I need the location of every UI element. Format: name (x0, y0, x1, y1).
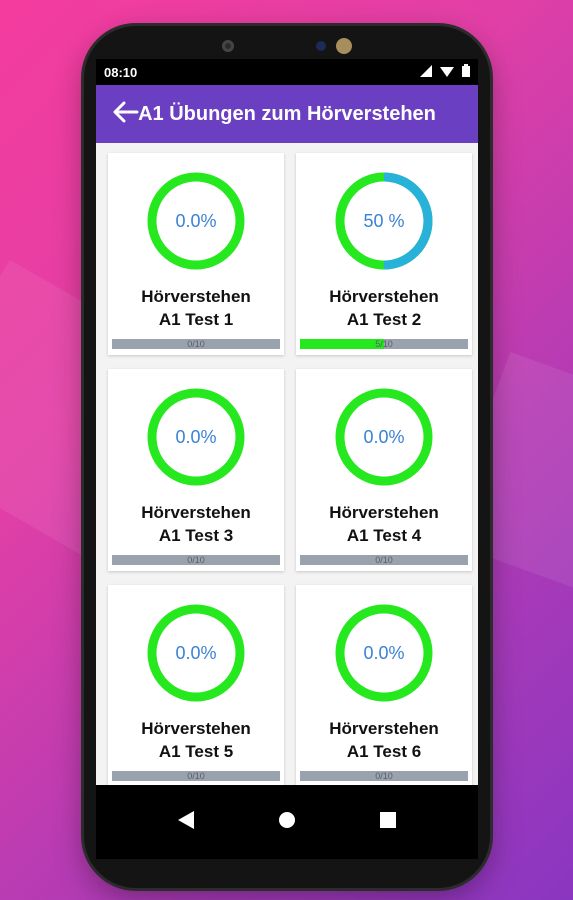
front-camera-icon (222, 40, 234, 52)
ring-track (147, 388, 245, 486)
progress-bar-label: 0/10 (187, 771, 205, 781)
arrow-left-icon (113, 101, 139, 128)
test-title: Hörverstehen A1 Test 3 (108, 501, 284, 547)
progress-bar: 0/10 (300, 771, 468, 781)
progress-bar-label: 0/10 (187, 555, 205, 565)
progress-ring: 50 % (334, 171, 434, 271)
test-title-line1: Hörverstehen (141, 503, 251, 522)
nav-home-button[interactable] (267, 802, 307, 842)
test-title-line2: A1 Test 6 (346, 742, 422, 761)
progress-bar-label: 5/10 (375, 339, 393, 349)
test-title-line1: Hörverstehen (141, 719, 251, 738)
percent-label: 0.0% (175, 642, 217, 663)
test-title: Hörverstehen A1 Test 4 (296, 501, 472, 547)
ring-progress-arc (335, 172, 433, 270)
app-bar: A1 Übungen zum Hörverstehen (96, 85, 478, 143)
square-recents-icon (379, 811, 396, 833)
system-nav-bar (96, 785, 478, 859)
ring-track (335, 388, 433, 486)
percent-label: 0.0% (363, 642, 405, 663)
test-card[interactable]: 0.0% Hörverstehen A1 Test 5 0/10 (108, 585, 284, 785)
percent-label: 0.0% (363, 426, 405, 447)
circle-home-icon (278, 811, 296, 834)
nav-back-button[interactable] (166, 802, 206, 842)
wifi-icon (440, 65, 454, 80)
percent-label: 0.0% (175, 210, 217, 231)
ring-track (335, 604, 433, 702)
progress-bar: 0/10 (112, 771, 280, 781)
test-title-line2: A1 Test 3 (158, 526, 234, 545)
test-title-line1: Hörverstehen (141, 287, 251, 306)
test-title: Hörverstehen A1 Test 1 (108, 285, 284, 331)
progress-ring: 0.0% (334, 387, 434, 487)
progress-bar-label: 0/10 (375, 555, 393, 565)
test-title-line2: A1 Test 2 (346, 310, 422, 329)
test-title-line2: A1 Test 1 (158, 310, 234, 329)
test-title: Hörverstehen A1 Test 2 (296, 285, 472, 331)
camera-row (84, 34, 490, 60)
test-title: Hörverstehen A1 Test 5 (108, 717, 284, 763)
test-title-line1: Hörverstehen (329, 503, 439, 522)
test-card[interactable]: 0.0% Hörverstehen A1 Test 3 0/10 (108, 369, 284, 571)
test-card[interactable]: 50 % Hörverstehen A1 Test 2 5/10 (296, 153, 472, 355)
phone-frame: 08:10 A1 Übunge (84, 26, 490, 888)
ring-track (147, 604, 245, 702)
progress-bar: 0/10 (112, 339, 280, 349)
ring-track (147, 172, 245, 270)
status-time: 08:10 (104, 64, 138, 80)
progress-bar-label: 0/10 (187, 339, 205, 349)
camera-lens-icon (336, 38, 352, 54)
test-title-line1: Hörverstehen (329, 719, 439, 738)
progress-bar: 0/10 (300, 555, 468, 565)
progress-ring: 0.0% (146, 387, 246, 487)
battery-icon (462, 64, 470, 80)
nav-recents-button[interactable] (368, 802, 408, 842)
test-title-line1: Hörverstehen (329, 287, 439, 306)
progress-bar: 5/10 (300, 339, 468, 349)
test-grid-scroll[interactable]: 0.0% Hörverstehen A1 Test 1 0/10 (96, 143, 478, 785)
signal-icon (420, 64, 432, 80)
test-grid: 0.0% Hörverstehen A1 Test 1 0/10 (96, 143, 478, 785)
test-card[interactable]: 0.0% Hörverstehen A1 Test 1 0/10 (108, 153, 284, 355)
test-title-line2: A1 Test 5 (158, 742, 234, 761)
progress-ring: 0.0% (146, 603, 246, 703)
progress-bar-label: 0/10 (375, 771, 393, 781)
back-button[interactable] (108, 96, 144, 132)
test-card[interactable]: 0.0% Hörverstehen A1 Test 6 0/10 (296, 585, 472, 785)
progress-ring: 0.0% (146, 171, 246, 271)
progress-bar-fill (300, 339, 384, 349)
percent-label: 0.0% (175, 426, 217, 447)
progress-bar: 0/10 (112, 555, 280, 565)
percent-label: 50 % (363, 210, 405, 231)
test-title-line2: A1 Test 4 (346, 526, 422, 545)
test-title: Hörverstehen A1 Test 6 (296, 717, 472, 763)
status-bar: 08:10 (96, 59, 478, 85)
progress-ring: 0.0% (334, 603, 434, 703)
test-card[interactable]: 0.0% Hörverstehen A1 Test 4 0/10 (296, 369, 472, 571)
screen: 08:10 A1 Übunge (96, 59, 478, 859)
page-title: A1 Übungen zum Hörverstehen (138, 103, 436, 125)
sensor-icon (316, 41, 326, 51)
triangle-back-icon (178, 810, 195, 834)
